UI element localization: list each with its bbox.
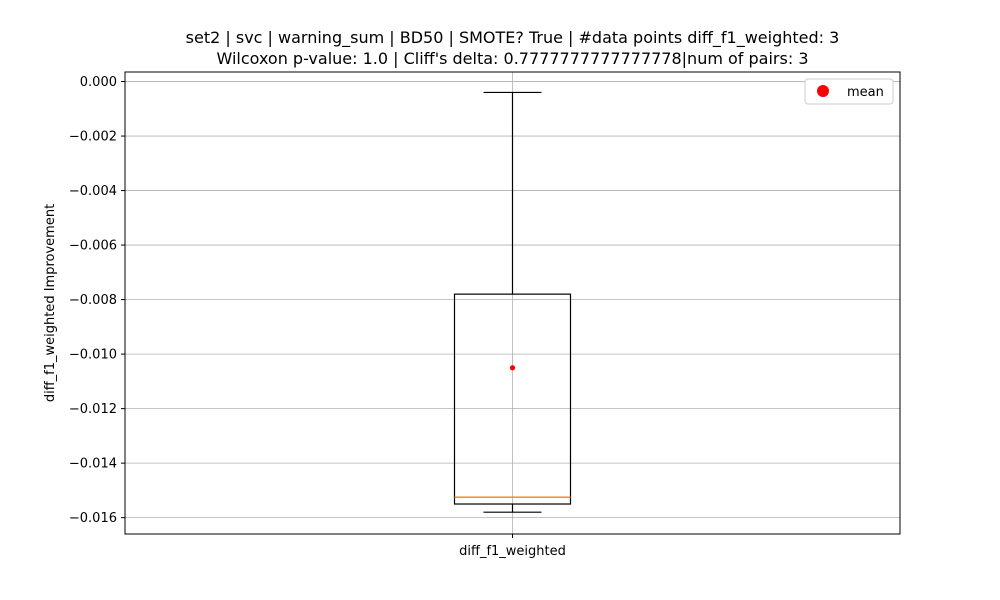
y-axis-label: diff_f1_weighted Improvement	[43, 204, 58, 402]
legend-mean-label: mean	[847, 85, 884, 100]
interquartile-box	[453, 293, 572, 505]
legend-frame	[804, 78, 894, 105]
y-axis-ticks: 0.000 −0.002 −0.004 −0.006 −0.008 −0.010 −0.01…	[69, 75, 125, 526]
x-tick-label: diff_f1_weighted	[459, 544, 566, 559]
mean-marker	[509, 365, 516, 371]
x-axis-ticks: diff_f1_weighted	[459, 534, 566, 559]
chart-title-line1: set2 | svc | warning_sum | BD50 | SMOTE?…	[186, 28, 840, 48]
y-tick-label: −0.002	[69, 130, 117, 145]
y-tick-label: −0.008	[69, 293, 117, 308]
legend-mean-marker	[817, 85, 829, 97]
plot-area-frame	[124, 71, 901, 535]
y-tick-label: −0.014	[69, 457, 117, 472]
y-tick-label: −0.010	[69, 348, 117, 363]
y-tick-label: 0.000	[80, 75, 117, 90]
y-tick-label: −0.004	[69, 184, 117, 199]
box-plot	[453, 91, 572, 513]
legend: mean	[804, 78, 894, 105]
y-tick-label: −0.006	[69, 239, 117, 254]
y-tick-label: −0.016	[69, 511, 117, 526]
y-tick-label: −0.012	[69, 402, 117, 417]
chart-title-line2: Wilcoxon p-value: 1.0 | Cliff's delta: 0…	[216, 49, 808, 68]
